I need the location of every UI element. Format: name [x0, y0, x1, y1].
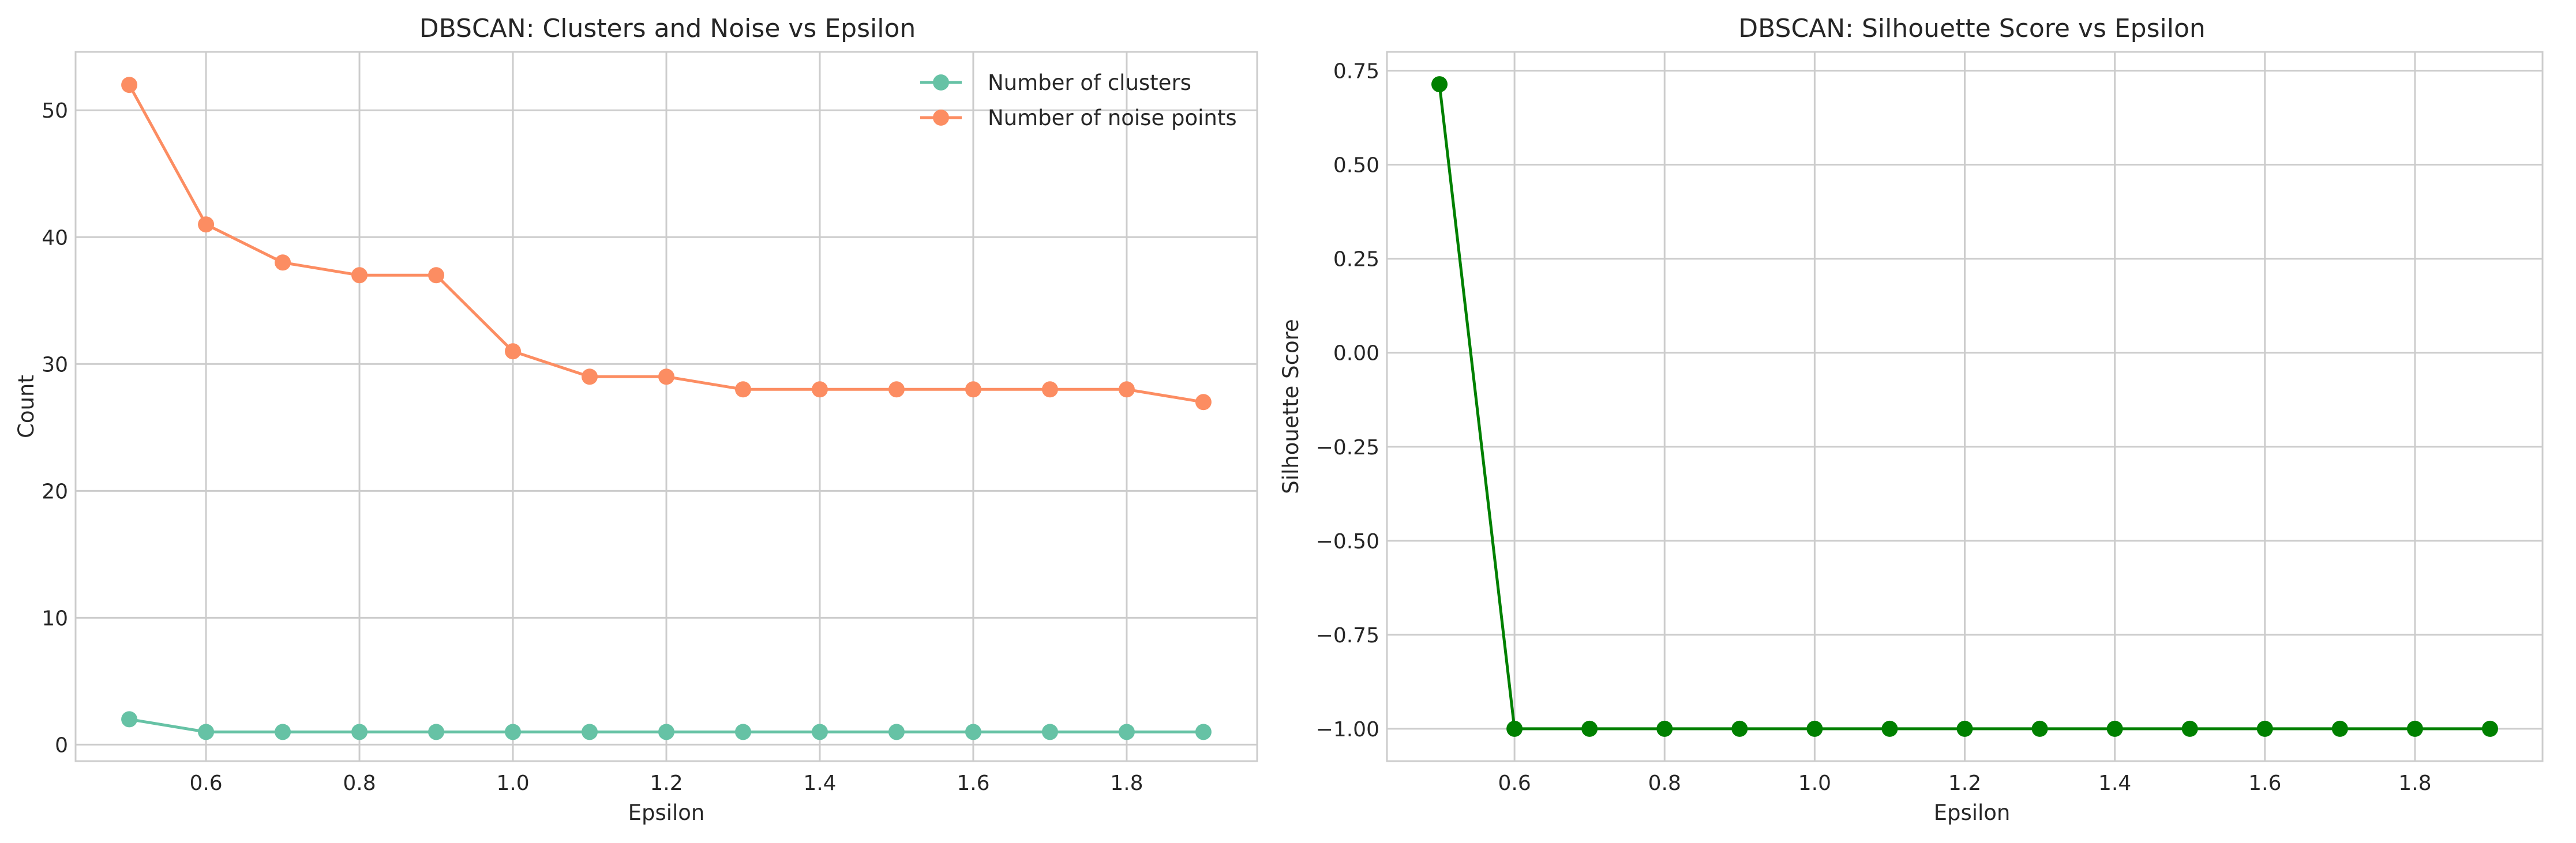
data-point [1041, 724, 1058, 740]
data-point [811, 724, 828, 740]
x-tick-label: 1.6 [2248, 772, 2281, 795]
y-tick-label: 0 [55, 733, 68, 757]
data-point [2481, 720, 2498, 737]
y-axis-label: Silhouette Score [1278, 319, 1303, 494]
grid [1387, 52, 2543, 761]
data-point [658, 368, 674, 385]
legend-label: Number of clusters [988, 70, 1191, 95]
data-point [2331, 720, 2348, 737]
chart-title: DBSCAN: Clusters and Noise vs Epsilon [419, 14, 916, 43]
data-point [1881, 720, 1898, 737]
data-point [658, 724, 674, 740]
legend-item-noise: Number of noise points [920, 106, 1237, 130]
data-point [1041, 381, 1058, 398]
data-point [582, 724, 598, 740]
data-point [2106, 720, 2123, 737]
y-tick-label: 0.25 [1333, 248, 1379, 272]
data-point [351, 724, 368, 740]
y-tick-label: 30 [42, 353, 68, 377]
data-point [428, 267, 445, 284]
x-axis-label: Epsilon [1934, 800, 2011, 825]
data-point [1581, 720, 1598, 737]
data-point [428, 724, 445, 740]
x-tick-label: 1.8 [1110, 772, 1143, 795]
data-point [505, 343, 522, 360]
y-tick-label: 40 [42, 226, 68, 250]
chart-title: DBSCAN: Silhouette Score vs Epsilon [1738, 14, 2206, 43]
data-point [1656, 720, 1673, 737]
x-tick-label: 1.2 [1948, 772, 1981, 795]
x-tick-label: 0.8 [343, 772, 376, 795]
grid [76, 52, 1257, 761]
data-point [811, 381, 828, 398]
legend: Number of clusters Number of noise point… [920, 70, 1237, 130]
data-point [1195, 724, 1212, 740]
data-point [351, 267, 368, 284]
x-tick-label: 1.0 [1798, 772, 1831, 795]
y-tick-label: 20 [42, 480, 68, 503]
y-tick-label: −0.25 [1316, 436, 1379, 460]
data-point [198, 216, 215, 233]
y-ticks: 0.75 0.50 0.25 0.00 −0.25 −0.50 −0.75 −1.00 [1316, 60, 1379, 742]
data-point [121, 711, 138, 728]
data-point [582, 368, 598, 385]
plot-frame [74, 51, 1258, 762]
data-point [1506, 720, 1523, 737]
series-group [121, 77, 1212, 740]
clusters-noise-chart: DBSCAN: Clusters and Noise vs Epsilon 0.… [14, 14, 1258, 825]
data-point [888, 381, 905, 398]
y-tick-label: −0.50 [1316, 530, 1379, 554]
data-point [1118, 724, 1135, 740]
data-point [1195, 394, 1212, 411]
data-point [1956, 720, 1973, 737]
data-point [888, 724, 905, 740]
y-tick-label: −0.75 [1316, 624, 1379, 648]
series-group [1431, 76, 2498, 737]
y-tick-label: 10 [42, 607, 68, 630]
x-tick-label: 1.0 [496, 772, 529, 795]
y-tick-label: 0.50 [1333, 154, 1379, 178]
y-ticks: 0 10 20 30 40 50 [42, 99, 68, 757]
plot-frame [1386, 51, 2544, 762]
x-tick-label: 0.6 [1498, 772, 1531, 795]
y-axis-label: Count [14, 375, 39, 438]
x-tick-label: 1.6 [957, 772, 989, 795]
legend-label: Number of noise points [988, 106, 1237, 130]
data-point [1731, 720, 1748, 737]
legend-item-clusters: Number of clusters [920, 70, 1191, 95]
x-tick-label: 1.2 [650, 772, 683, 795]
data-point [121, 77, 138, 93]
x-ticks: 0.6 0.8 1.0 1.2 1.4 1.6 1.8 [189, 772, 1143, 795]
y-tick-label: 0.75 [1333, 60, 1379, 84]
data-point [2031, 720, 2048, 737]
x-tick-label: 1.4 [2098, 772, 2131, 795]
y-tick-label: 0.00 [1333, 342, 1379, 366]
x-ticks: 0.6 0.8 1.0 1.2 1.4 1.6 1.8 [1498, 772, 2431, 795]
x-tick-label: 0.8 [1648, 772, 1681, 795]
data-point [275, 254, 291, 271]
data-point [1431, 76, 1448, 93]
data-point [734, 724, 751, 740]
data-point [1806, 720, 1823, 737]
y-tick-label: −1.00 [1316, 718, 1379, 742]
data-point [1118, 381, 1135, 398]
data-point [198, 724, 215, 740]
silhouette-chart: DBSCAN: Silhouette Score vs Epsilon 0.6 0… [1278, 14, 2544, 825]
x-axis-label: Epsilon [628, 800, 705, 825]
data-point [965, 724, 981, 740]
x-tick-label: 0.6 [189, 772, 222, 795]
x-tick-label: 1.4 [803, 772, 836, 795]
data-point [2256, 720, 2273, 737]
data-point [965, 381, 981, 398]
y-tick-label: 50 [42, 99, 68, 123]
data-point [275, 724, 291, 740]
data-point [2406, 720, 2423, 737]
x-tick-label: 1.8 [2398, 772, 2431, 795]
data-point [505, 724, 522, 740]
data-point [2181, 720, 2198, 737]
data-point [734, 381, 751, 398]
legend-swatch-marker [933, 110, 949, 126]
legend-swatch-marker [933, 74, 949, 91]
